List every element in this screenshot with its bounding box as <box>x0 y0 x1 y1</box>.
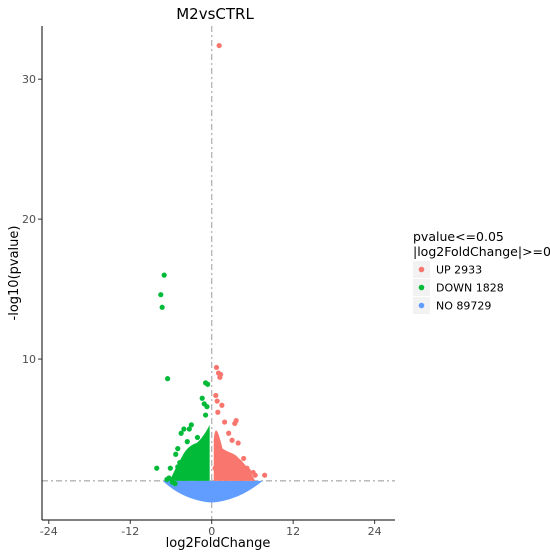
down-point <box>194 434 201 441</box>
y-axis-ticks: 10 20 30 <box>22 73 42 366</box>
down-point <box>161 272 167 278</box>
down-point <box>164 476 170 483</box>
legend-title-line-2: |log2FoldChange|>=0 <box>413 244 550 259</box>
up-point <box>235 440 241 446</box>
down-point <box>203 412 209 418</box>
up-point <box>219 402 225 408</box>
down-point <box>178 430 184 436</box>
plot-area <box>42 26 395 520</box>
up-point <box>212 465 218 471</box>
up-point <box>214 398 220 404</box>
up-point <box>215 409 221 415</box>
down-point <box>204 404 210 410</box>
x-tick-label: 12 <box>286 525 300 538</box>
down-point <box>172 481 178 487</box>
up-point <box>252 472 258 478</box>
up-point <box>213 364 220 371</box>
legend-label-up: UP 2933 <box>436 264 482 277</box>
x-axis-title: log2FoldChange <box>166 536 271 551</box>
down-point <box>175 446 181 452</box>
down-point <box>167 465 173 471</box>
legend-dot-up <box>418 266 425 273</box>
legend: pvalue<=0.05 |log2FoldChange|>=0 UP 2933… <box>413 229 550 314</box>
scatter-points <box>154 42 268 487</box>
chart-title: M2vsCTRL <box>176 5 254 23</box>
up-point <box>222 419 228 425</box>
down-point <box>159 304 165 310</box>
y-tick-label: 30 <box>22 73 36 86</box>
down-point <box>154 465 160 471</box>
y-axis-title: -log10(pvalue) <box>7 226 22 321</box>
y-tick-label: 10 <box>22 353 36 366</box>
up-point <box>213 392 219 399</box>
down-point <box>205 381 211 387</box>
legend-label-no: NO 89729 <box>436 300 491 313</box>
down-point <box>175 464 181 470</box>
x-tick-label: -12 <box>121 525 139 538</box>
up-point <box>262 472 268 478</box>
down-point <box>158 292 164 298</box>
up-point <box>229 437 235 443</box>
legend-dot-no <box>418 302 425 309</box>
x-axis-ticks: -24 -12 0 12 24 <box>40 520 382 538</box>
legend-title-line-1: pvalue<=0.05 <box>413 229 504 244</box>
legend-label-down: DOWN 1828 <box>436 282 504 295</box>
down-point <box>199 395 205 401</box>
up-point <box>216 42 222 49</box>
down-point <box>186 426 192 432</box>
y-tick-label: 20 <box>22 213 36 226</box>
x-tick-label: -24 <box>40 525 58 538</box>
up-point <box>232 420 238 427</box>
up-point <box>241 455 247 462</box>
down-point <box>184 439 190 445</box>
reference-lines <box>42 26 395 520</box>
not-significant-density-cloud <box>162 480 263 503</box>
legend-dot-down <box>418 284 425 291</box>
down-point <box>177 460 183 466</box>
down-point <box>173 451 179 457</box>
down-point <box>164 376 171 382</box>
not-significant-cloud <box>162 480 263 503</box>
up-point <box>217 371 224 378</box>
up-point <box>226 430 232 436</box>
x-tick-label: 0 <box>208 525 215 538</box>
down-point <box>181 426 187 432</box>
down-point <box>188 422 194 428</box>
x-tick-label: 24 <box>368 525 382 538</box>
up-point <box>245 468 251 474</box>
